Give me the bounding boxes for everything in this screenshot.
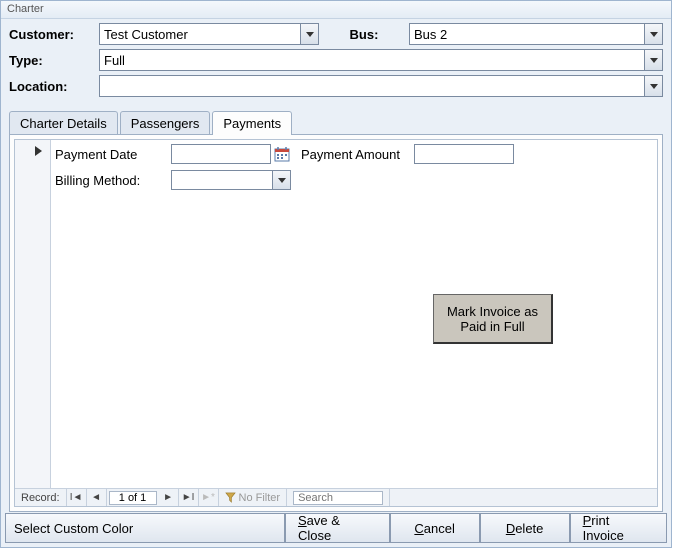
billing-method-combo[interactable] xyxy=(171,170,291,190)
bus-input[interactable] xyxy=(409,23,663,45)
customer-label: Customer: xyxy=(9,27,89,42)
customer-dropdown-arrow[interactable] xyxy=(300,24,318,44)
tab-payments[interactable]: Payments xyxy=(212,111,292,135)
location-dropdown-arrow[interactable] xyxy=(644,76,662,96)
recordnav-last-button[interactable]: ►I xyxy=(179,489,199,506)
bus-dropdown-arrow[interactable] xyxy=(644,24,662,44)
mark-paid-button[interactable]: Mark Invoice as Paid in Full xyxy=(433,294,553,344)
charter-window: Charter Customer: Bus: Type: Location: xyxy=(0,0,672,548)
tab-charter-details[interactable]: Charter Details xyxy=(9,111,118,135)
window-titlebar: Charter xyxy=(1,1,671,19)
recordnav-first-button[interactable]: I◄ xyxy=(67,489,87,506)
payment-date-input[interactable] xyxy=(171,144,271,164)
record-navigator: Record: I◄ ◄ ► ►I ►* No Filter xyxy=(15,488,657,506)
billing-method-dropdown-arrow[interactable] xyxy=(272,171,290,189)
bottom-button-bar: Select Custom Color Save & Close Cancel … xyxy=(5,513,667,543)
record-selector[interactable] xyxy=(15,140,51,488)
current-record-marker-icon xyxy=(35,146,42,156)
recordnav-position[interactable] xyxy=(109,491,157,505)
header-form: Customer: Bus: Type: Location: xyxy=(1,19,671,107)
recordnav-nofilter: No Filter xyxy=(219,489,288,506)
print-invoice-button[interactable]: Print Invoice xyxy=(570,513,667,543)
select-custom-color-button[interactable]: Select Custom Color xyxy=(5,513,285,543)
window-title: Charter xyxy=(7,3,44,15)
payments-subform: Payment Date xyxy=(14,139,658,507)
bus-combo[interactable] xyxy=(409,23,663,45)
type-combo[interactable] xyxy=(99,49,663,71)
payment-amount-input[interactable] xyxy=(414,144,514,164)
bus-label: Bus: xyxy=(329,27,399,42)
location-label: Location: xyxy=(9,79,89,94)
tab-content: Payment Date xyxy=(9,134,663,512)
customer-input[interactable] xyxy=(99,23,319,45)
calendar-icon[interactable] xyxy=(273,145,291,163)
tabs-row: Charter Details Passengers Payments xyxy=(1,111,671,135)
recordnav-prev-button[interactable]: ◄ xyxy=(87,489,107,506)
cancel-button[interactable]: Cancel xyxy=(390,513,480,543)
funnel-icon xyxy=(225,492,236,503)
recordnav-search-input[interactable] xyxy=(293,491,383,505)
type-input[interactable] xyxy=(99,49,663,71)
type-dropdown-arrow[interactable] xyxy=(644,50,662,70)
payment-date-label: Payment Date xyxy=(55,147,163,162)
payment-amount-label: Payment Amount xyxy=(301,147,400,162)
delete-button[interactable]: Delete xyxy=(480,513,570,543)
location-input[interactable] xyxy=(99,75,663,97)
customer-combo[interactable] xyxy=(99,23,319,45)
recordnav-search xyxy=(287,489,390,506)
recordnav-next-button[interactable]: ► xyxy=(159,489,179,506)
billing-method-label: Billing Method: xyxy=(55,173,163,188)
tab-passengers[interactable]: Passengers xyxy=(120,111,211,135)
recordnav-label: Record: xyxy=(15,489,67,506)
payments-detail: Payment Date xyxy=(55,144,653,486)
location-combo[interactable] xyxy=(99,75,663,97)
recordnav-new-button[interactable]: ►* xyxy=(199,489,219,506)
type-label: Type: xyxy=(9,53,89,68)
save-close-button[interactable]: Save & Close xyxy=(285,513,390,543)
